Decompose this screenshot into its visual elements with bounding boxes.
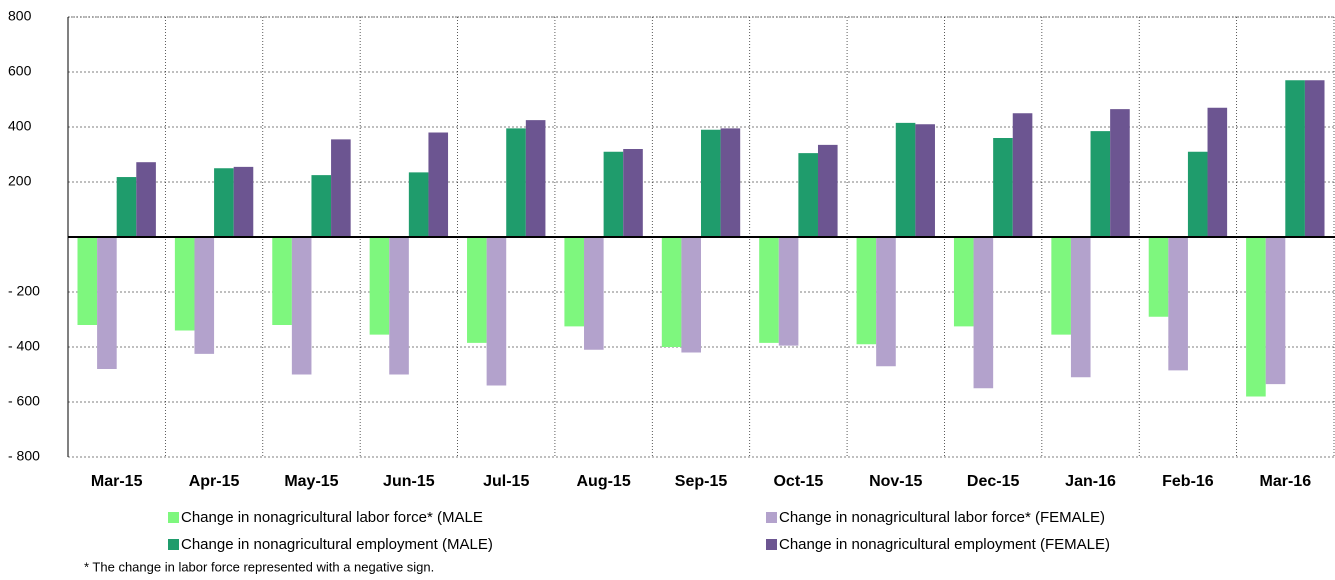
bar xyxy=(486,237,507,386)
y-tick-label: - 800 xyxy=(8,448,40,464)
bar xyxy=(1168,237,1188,371)
x-tick-label: Oct-15 xyxy=(773,473,823,490)
bar xyxy=(993,138,1013,237)
x-tick-label: Aug-15 xyxy=(576,473,630,490)
bar xyxy=(1051,237,1071,335)
bar xyxy=(915,124,935,237)
bar xyxy=(661,237,682,347)
bar xyxy=(1070,237,1091,378)
bar xyxy=(116,177,137,237)
bar xyxy=(895,122,916,237)
y-tick-label: - 600 xyxy=(8,393,40,409)
bar xyxy=(97,237,117,369)
legend-swatch xyxy=(766,512,777,523)
y-tick-label: 200 xyxy=(8,173,32,189)
bar xyxy=(817,144,838,237)
bar xyxy=(1148,237,1169,317)
bar xyxy=(408,172,429,237)
legend-label: Change in nonagricultural labor force* (… xyxy=(181,509,483,526)
x-tick-label: Apr-15 xyxy=(189,473,240,490)
bar xyxy=(973,237,994,389)
bar xyxy=(720,128,741,237)
x-tick-label: Jul-15 xyxy=(483,473,529,490)
legend-swatch xyxy=(766,539,777,550)
bar xyxy=(759,237,779,343)
bar xyxy=(1187,151,1208,237)
bar xyxy=(1110,109,1130,237)
x-tick-label: Feb-16 xyxy=(1162,473,1214,490)
legend-swatch xyxy=(168,539,179,550)
x-tick-label: Mar-16 xyxy=(1260,473,1312,490)
y-tick-label: 600 xyxy=(8,63,32,79)
bar xyxy=(798,153,818,237)
bar xyxy=(136,162,156,237)
bar xyxy=(701,129,721,237)
x-tick-label: Sep-15 xyxy=(675,473,728,490)
x-tick-label: Jun-15 xyxy=(383,473,435,490)
bar xyxy=(856,237,877,345)
bar xyxy=(1304,80,1325,237)
y-tick-label: 800 xyxy=(8,8,32,24)
x-tick-label: May-15 xyxy=(284,473,338,490)
bar xyxy=(603,151,624,237)
y-tick-label: - 400 xyxy=(8,338,40,354)
bar xyxy=(1285,80,1305,237)
bar xyxy=(272,237,292,325)
bar xyxy=(369,237,390,335)
y-tick-label: - 200 xyxy=(8,283,40,299)
bar xyxy=(311,175,332,237)
bar xyxy=(331,139,351,237)
legend-label: Change in nonagricultural labor force* (… xyxy=(779,509,1105,526)
bar xyxy=(1265,237,1286,385)
bar xyxy=(876,237,896,367)
x-tick-label: Jan-16 xyxy=(1065,473,1116,490)
y-tick-label: 400 xyxy=(8,118,32,134)
bar xyxy=(467,237,487,343)
bar xyxy=(564,237,585,327)
bar xyxy=(1012,113,1033,237)
bar xyxy=(291,237,312,375)
bar xyxy=(681,237,701,353)
bar xyxy=(1207,107,1228,237)
bar xyxy=(77,237,98,325)
bar xyxy=(174,237,195,331)
bar xyxy=(1246,237,1266,397)
bar xyxy=(953,237,974,327)
bar xyxy=(428,132,449,237)
x-tick-label: Mar-15 xyxy=(91,473,143,490)
bar xyxy=(506,128,526,237)
bar xyxy=(194,237,215,354)
bar xyxy=(778,237,799,346)
bar xyxy=(389,237,409,375)
bar xyxy=(214,168,234,237)
footnote: * The change in labor force represented … xyxy=(84,559,434,574)
x-tick-label: Nov-15 xyxy=(869,473,922,490)
legend-label: Change in nonagricultural employment (FE… xyxy=(779,536,1110,553)
legend-swatch xyxy=(168,512,179,523)
bar xyxy=(584,237,604,350)
bar xyxy=(233,166,254,237)
bar xyxy=(623,149,643,237)
bar xyxy=(525,120,546,237)
bar xyxy=(1090,131,1111,237)
x-tick-label: Dec-15 xyxy=(967,473,1020,490)
legend-label: Change in nonagricultural employment (MA… xyxy=(181,536,493,553)
